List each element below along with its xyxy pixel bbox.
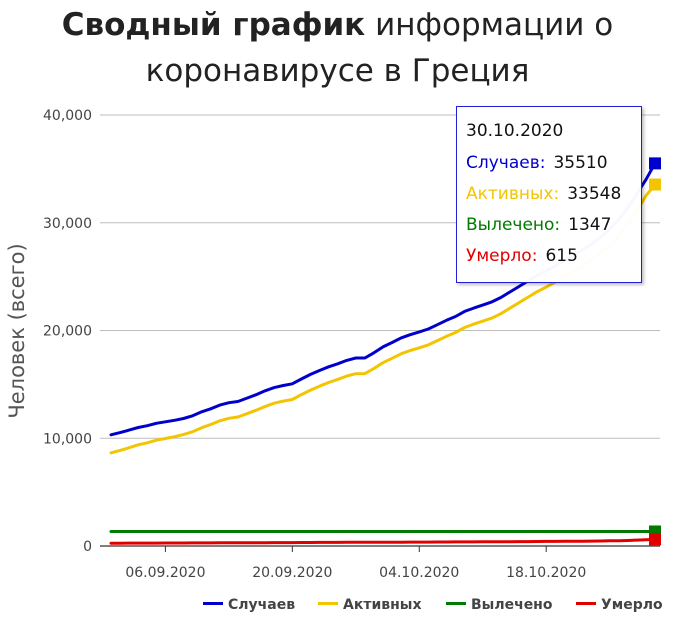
- legend-label-active: Активных: [343, 597, 422, 613]
- chart-tooltip: 30.10.2020 Случаев: 35510 Активных: 33548 …: [456, 106, 642, 283]
- series-line: [109, 537, 657, 545]
- x-tick-label: 18.10.2020: [506, 565, 586, 581]
- y-axis-label: Человек (всего): [5, 243, 29, 418]
- x-tick-label: 04.10.2020: [379, 565, 459, 581]
- chart-title: Сводный график информации о коронавирусе…: [0, 2, 675, 94]
- legend-item-cases[interactable]: Случаев: [203, 597, 295, 619]
- tooltip-label-recovered: Вылечено:: [466, 215, 561, 235]
- legend-label-cases: Случаев: [228, 597, 296, 613]
- legend-swatch-recovered: [446, 601, 466, 605]
- x-tick-label: 06.09.2020: [125, 565, 205, 581]
- legend-item-recovered[interactable]: Вылечено: [446, 597, 552, 619]
- series-end-marker: [649, 178, 661, 191]
- series-end-marker: [649, 157, 661, 170]
- tooltip-value-deaths: 615: [545, 246, 578, 266]
- y-tick-label: 30,000: [43, 216, 92, 232]
- legend-label-recovered: Вылечено: [471, 597, 553, 613]
- tooltip-row-cases: Случаев: 35510: [466, 153, 608, 173]
- tooltip-label-deaths: Умерло:: [466, 246, 538, 266]
- legend-item-deaths[interactable]: Умерло: [576, 597, 663, 619]
- tooltip-label-active: Активных:: [466, 184, 560, 204]
- legend-swatch-deaths: [576, 601, 596, 605]
- tooltip-value-recovered: 1347: [568, 215, 612, 235]
- legend-item-active[interactable]: Активных: [318, 597, 421, 619]
- legend-swatch-active: [318, 601, 338, 605]
- chart-title-rest: информации о коронавирусе в Греция: [145, 7, 614, 89]
- tooltip-date: 30.10.2020: [466, 121, 564, 141]
- y-tick-label: 10,000: [43, 431, 92, 447]
- series-end-marker: [649, 533, 661, 546]
- legend-label-deaths: Умерло: [601, 597, 663, 613]
- tooltip-row-recovered: Вылечено: 1347: [466, 215, 611, 235]
- tooltip-row-active: Активных: 33548: [466, 184, 621, 204]
- tooltip-value-active: 33548: [567, 184, 622, 204]
- chart-title-bold: Сводный график: [61, 7, 366, 43]
- tooltip-label-cases: Случаев:: [466, 153, 546, 173]
- chart-legend: Случаев Активных Вылечено Умерло: [0, 597, 675, 619]
- y-tick-label: 40,000: [43, 108, 92, 124]
- legend-swatch-cases: [203, 601, 223, 605]
- tooltip-value-cases: 35510: [553, 153, 608, 173]
- tooltip-row-deaths: Умерло: 615: [466, 246, 578, 266]
- y-tick-label: 0: [83, 539, 92, 555]
- x-tick-label: 20.09.2020: [252, 565, 332, 581]
- y-tick-label: 20,000: [43, 324, 92, 340]
